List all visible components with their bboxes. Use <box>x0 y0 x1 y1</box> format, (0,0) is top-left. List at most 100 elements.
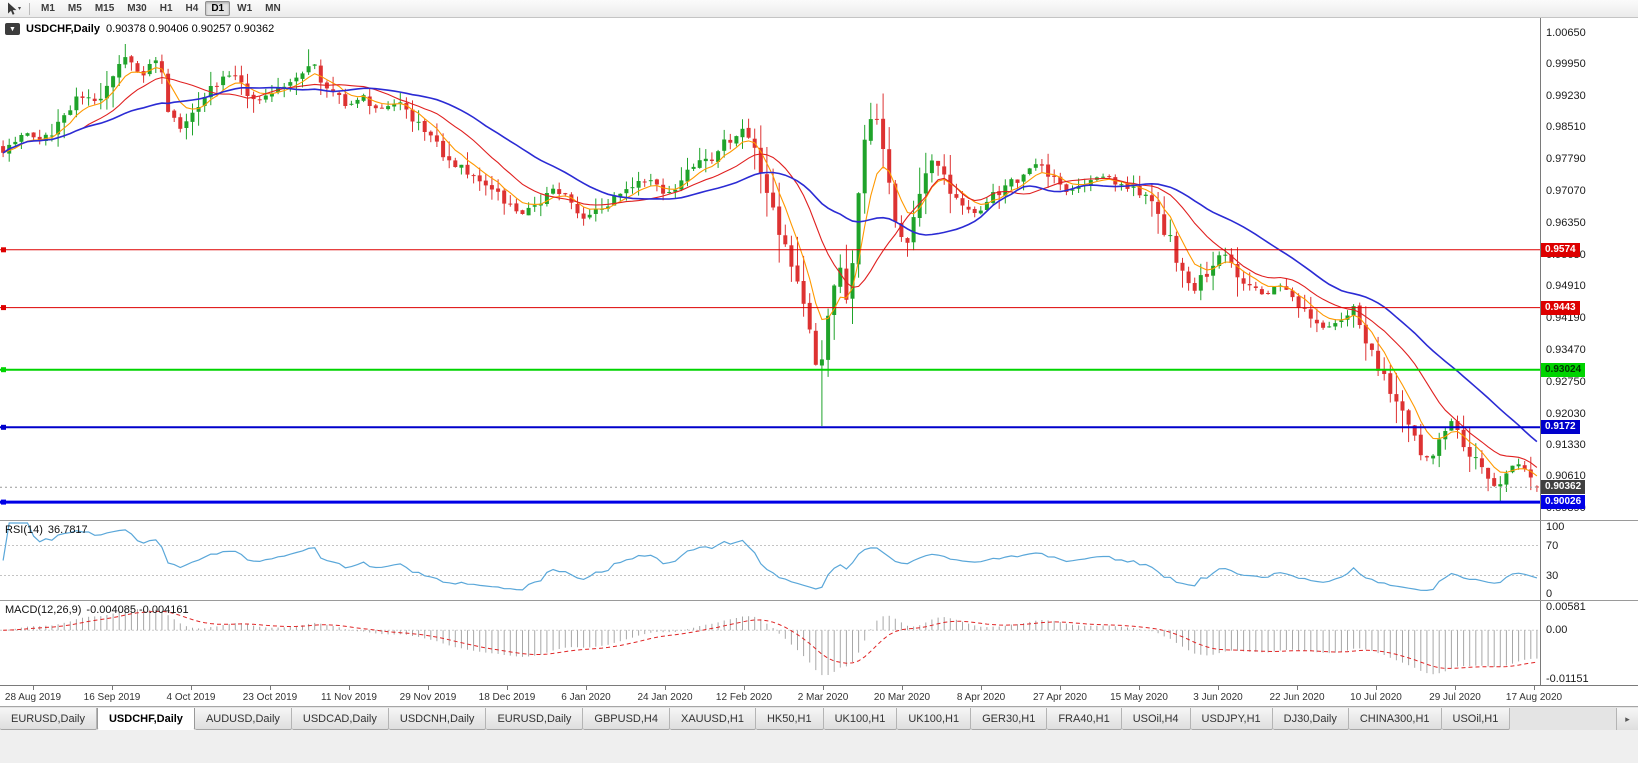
time-axis-label: 6 Jan 2020 <box>561 692 611 703</box>
macd-name: MACD(12,26,9) <box>5 604 82 616</box>
macd-axis[interactable]: 0.00581 0.00 -0.01151 <box>1540 601 1638 685</box>
price-axis-label: 0.96350 <box>1546 216 1586 229</box>
timeframe-buttons: M1 M5 M15 M30 H1 H4 D1 W1 MN <box>35 1 287 16</box>
chart-tab-ger30-h1[interactable]: GER30,H1 <box>971 708 1048 730</box>
cursor-tool-button[interactable]: ▾ <box>3 1 24 17</box>
chart-tab-uk100-h1[interactable]: UK100,H1 <box>823 708 898 730</box>
chart-tab-usdcnh-daily[interactable]: USDCNH,Daily <box>388 708 487 730</box>
chart-tab-dj30-daily[interactable]: DJ30,Daily <box>1272 708 1349 730</box>
price-axis-label: 0.94190 <box>1546 312 1586 325</box>
rsi-name: RSI(14) <box>5 524 43 536</box>
chart-tab-usdcad-daily[interactable]: USDCAD,Daily <box>291 708 389 730</box>
price-axis-label: 0.97790 <box>1546 153 1586 166</box>
time-axis-label: 12 Feb 2020 <box>715 692 773 703</box>
timeframe-button-h4[interactable]: H4 <box>185 3 199 14</box>
chart-tab-usoil-h1[interactable]: USOil,H1 <box>1441 708 1511 730</box>
chart-symbol-badge[interactable]: ▼ <box>5 23 20 35</box>
rsi-axis[interactable]: 100 70 30 0 <box>1540 521 1638 600</box>
time-axis-tick <box>191 686 192 690</box>
price-axis-label: 0.91330 <box>1546 438 1586 451</box>
time-axis-label: 16 Sep 2019 <box>83 692 141 703</box>
price-axis-label: 0.99950 <box>1546 57 1586 70</box>
ma-6-line <box>2 67 1538 477</box>
time-axis-label: 3 Jun 2020 <box>1193 692 1243 703</box>
macd-panel: 0.00581 0.00 -0.01151 MACD(12,26,9) -0.004… <box>0 600 1638 685</box>
time-axis-tick <box>981 686 982 690</box>
time-axis-label: 2 Mar 2020 <box>797 692 849 703</box>
timeframe-button-d1[interactable]: D1 <box>205 1 231 16</box>
price-axis-label: 0.90610 <box>1546 470 1586 483</box>
rsi-value: 36.7817 <box>47 524 88 536</box>
time-axis[interactable]: 28 Aug 2019 16 Sep 2019 4 Oct 2019 23 Oct 2… <box>0 685 1638 706</box>
timeframe-button-mn[interactable]: MN <box>265 3 281 14</box>
chart-tab-eurusd-daily[interactable]: EURUSD,Daily <box>0 708 97 730</box>
timeframe-button-m5[interactable]: M5 <box>67 3 82 14</box>
chart-tab-hk50-h1[interactable]: HK50,H1 <box>755 708 824 730</box>
time-axis-tick <box>1534 686 1535 690</box>
rsi-axis-label: 70 <box>1546 539 1559 552</box>
timeframe-button-m1[interactable]: M1 <box>41 3 55 14</box>
time-axis-tick <box>1297 686 1298 690</box>
time-axis-label: 17 Aug 2020 <box>1505 692 1563 703</box>
timeframe-button-m15[interactable]: M15 <box>94 3 115 14</box>
time-axis-label: 24 Jan 2020 <box>637 692 693 703</box>
ma-28-line <box>2 86 1538 443</box>
chart-title: ▼ USDCHF,Daily 0.90378 0.90406 0.90257 0… <box>5 23 274 35</box>
chart-tab-usdjpy-h1[interactable]: USDJPY,H1 <box>1190 708 1273 730</box>
rsi-plot[interactable] <box>0 521 1540 600</box>
chart-tab-xauusd-h1[interactable]: XAUUSD,H1 <box>669 708 756 730</box>
price-axis[interactable]: 1.00650 0.99950 0.99230 0.98510 0.97790 0.970… <box>1540 18 1638 520</box>
macd-chart[interactable] <box>0 601 1540 685</box>
time-axis-tick <box>1218 686 1219 690</box>
time-axis-tick <box>1060 686 1061 690</box>
chart-tab-china300-h1[interactable]: CHINA300,H1 <box>1348 708 1442 730</box>
macd-signal-line <box>3 610 1537 669</box>
rsi-chart[interactable] <box>0 521 1540 600</box>
chart-tab-usdchf-daily[interactable]: USDCHF,Daily <box>96 708 195 730</box>
price-axis-label: 0.99230 <box>1546 89 1586 102</box>
price-axis-label: 0.92750 <box>1546 375 1586 388</box>
timeframe-button-h1[interactable]: H1 <box>159 3 173 14</box>
timeframe-button-m30[interactable]: M30 <box>127 3 147 14</box>
chart-tab-audusd-daily[interactable]: AUDUSD,Daily <box>194 708 292 730</box>
tab-scroll-right-button[interactable]: ▸ <box>1616 708 1638 730</box>
rsi-line <box>2 522 1538 592</box>
chart-tab-eurusd-daily[interactable]: EURUSD,Daily <box>486 708 584 730</box>
time-axis-label: 27 Apr 2020 <box>1033 692 1087 703</box>
chart-tab-uk100-h1[interactable]: UK100,H1 <box>897 708 972 730</box>
macd-values: -0.004085 -0.004161 <box>86 604 189 616</box>
time-axis-tick <box>1139 686 1140 690</box>
chart-tab-fra40-h1[interactable]: FRA40,H1 <box>1047 708 1122 730</box>
rsi-panel: 100 70 30 0 RSI(14) 36.7817 <box>0 520 1638 600</box>
price-line-badge: 0.9172 <box>1541 420 1580 435</box>
time-axis-tick <box>665 686 666 690</box>
main-chart-panel: 1.00650 0.99950 0.99230 0.98510 0.97790 0.970… <box>0 18 1638 520</box>
chart-symbol-label: USDCHF,Daily <box>26 23 100 35</box>
rsi-axis-label: 100 <box>1546 521 1565 533</box>
rsi-axis-label: 30 <box>1546 569 1559 582</box>
price-chart-plot[interactable] <box>0 18 1540 520</box>
macd-axis-label: 0.00 <box>1546 624 1568 637</box>
price-axis-label: 0.97070 <box>1546 185 1586 198</box>
price-axis-label: 0.92030 <box>1546 407 1586 420</box>
price-line-badge: 0.93024 <box>1541 362 1586 377</box>
dropdown-caret-icon: ▾ <box>18 6 22 12</box>
time-axis-label: 29 Nov 2019 <box>399 692 457 703</box>
time-axis-label: 23 Oct 2019 <box>242 692 298 703</box>
toolbar-separator <box>29 2 31 15</box>
chart-tab-bar: EURUSD,Daily USDCHF,Daily AUDUSD,Daily USDC… <box>0 706 1638 730</box>
macd-plot[interactable] <box>0 601 1540 685</box>
time-axis-tick <box>33 686 34 690</box>
chart-tab-gbpusd-h4[interactable]: GBPUSD,H4 <box>583 708 670 730</box>
macd-indicator-label: MACD(12,26,9) -0.004085 -0.004161 <box>5 604 189 616</box>
timeframe-button-w1[interactable]: W1 <box>237 3 253 14</box>
time-axis-label: 29 Jul 2020 <box>1429 692 1481 703</box>
time-axis-label: 11 Nov 2019 <box>321 692 377 703</box>
candlestick-chart[interactable] <box>0 18 1540 520</box>
chart-tab-usoil-h4[interactable]: USOil,H4 <box>1121 708 1191 730</box>
cursor-arrow-icon <box>8 2 17 15</box>
price-axis-label: 0.98510 <box>1546 121 1586 134</box>
time-axis-tick <box>1455 686 1456 690</box>
macd-axis-label: -0.01151 <box>1546 673 1589 685</box>
